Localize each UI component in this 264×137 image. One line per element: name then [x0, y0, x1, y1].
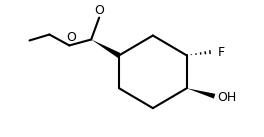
Polygon shape — [91, 39, 120, 58]
Text: F: F — [218, 46, 225, 59]
Text: O: O — [66, 32, 76, 45]
Polygon shape — [187, 88, 215, 99]
Text: OH: OH — [218, 91, 237, 104]
Text: O: O — [94, 4, 104, 17]
